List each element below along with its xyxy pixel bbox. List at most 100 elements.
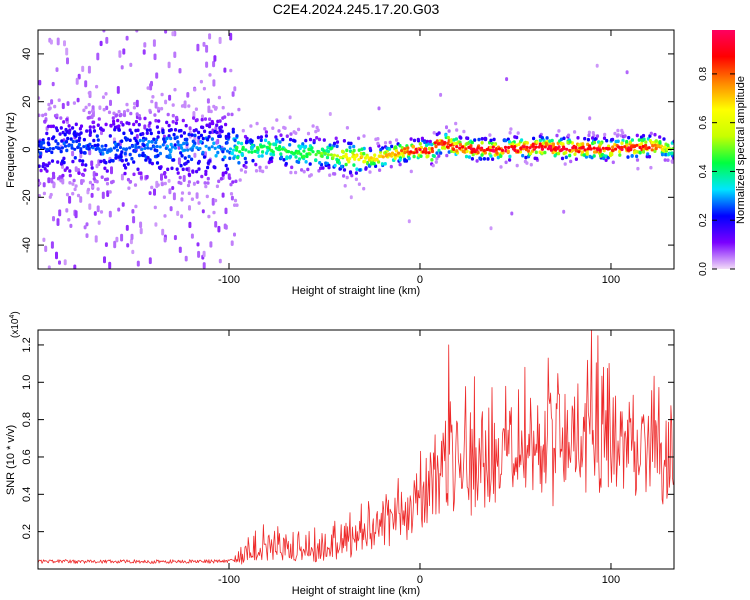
spectrogram-cell	[630, 138, 634, 142]
spectrogram-cell	[567, 133, 571, 138]
spectrogram-cell	[143, 116, 147, 121]
spectrogram-cell	[444, 133, 448, 137]
spectrogram-cell	[71, 139, 75, 144]
spectrogram-cell	[90, 160, 94, 167]
spectrogram-cell	[499, 154, 503, 158]
spectrogram-cell	[153, 113, 157, 117]
spectrogram-cell	[232, 148, 236, 152]
spectrogram-cell	[199, 133, 203, 138]
spectrogram-cell	[142, 49, 146, 55]
spectrogram-cell	[478, 156, 482, 160]
spectrogram-cell	[230, 240, 234, 246]
spectrogram-cell	[311, 124, 315, 128]
spectrogram-cell	[120, 158, 124, 163]
spectrogram-cell	[197, 159, 201, 164]
spectrogram-cell	[90, 166, 94, 170]
spectrogram-cell	[183, 148, 187, 152]
spectrogram-cell	[670, 160, 674, 164]
x-tick-label: 100	[602, 574, 620, 586]
spectrogram-cell	[215, 123, 219, 127]
spectrogram-cell	[476, 150, 480, 155]
spectrogram-cell	[162, 195, 166, 199]
spectrogram-cell	[625, 70, 629, 75]
spectrogram-cell	[519, 146, 523, 150]
spectrogram-cell	[205, 123, 209, 128]
spectrogram-cell	[109, 124, 113, 128]
spectrogram-cell	[90, 109, 94, 113]
spectrogram-cell	[157, 130, 161, 135]
spectrogram-cell	[423, 147, 427, 152]
spectrogram-cell	[158, 145, 162, 149]
spectrogram-cell	[199, 140, 203, 144]
spectrogram-cell	[62, 156, 66, 161]
spectrogram-cell	[187, 172, 191, 177]
spectrogram-cell	[212, 79, 216, 87]
x-tick-label: 0	[417, 574, 423, 586]
spectrogram-cell	[209, 241, 213, 248]
spectrogram-cell	[538, 138, 542, 143]
spectrogram-cell	[156, 106, 160, 111]
spectrogram-cell	[215, 184, 219, 189]
spectrogram-cell	[113, 127, 117, 132]
spectrogram-cell	[100, 130, 103, 136]
spectrogram-cell	[50, 99, 54, 105]
spectrogram-cell	[104, 177, 108, 182]
spectrogram-cell	[88, 180, 92, 185]
spectrogram-cell	[605, 138, 609, 143]
spectrogram-cell	[44, 112, 48, 117]
spectrogram-cell	[611, 145, 615, 149]
spectrogram-cell	[654, 139, 658, 143]
spectrogram-cell	[91, 185, 95, 189]
spectrogram-cell	[229, 192, 234, 196]
spectrogram-cell	[168, 188, 172, 195]
spectrogram-cell	[362, 134, 366, 138]
spectrogram-cell	[176, 210, 180, 217]
spectrogram-cell	[598, 148, 602, 152]
spectrogram-cell	[180, 197, 184, 202]
spectrogram-cell	[586, 137, 590, 142]
spectrogram-cell	[583, 148, 587, 152]
y-tick-label: 20	[21, 96, 33, 108]
spectrogram-cell	[108, 210, 112, 218]
spectrogram-cell	[630, 154, 634, 158]
spectrogram-cell	[531, 144, 535, 148]
spectrogram-cell	[319, 166, 323, 171]
spectrogram-cell	[342, 154, 346, 158]
spectrogram-cell	[84, 163, 88, 167]
spectrogram-cell	[42, 237, 46, 243]
spectrogram-cell	[63, 132, 67, 137]
spectrogram-cell	[595, 134, 600, 138]
spectrogram-cell	[50, 241, 54, 249]
spectrogram-cell	[580, 150, 585, 154]
spectrogram-cell	[293, 151, 297, 155]
spectrogram-cell	[104, 92, 108, 96]
spectrogram-cell	[96, 205, 100, 213]
spectrogram-cell	[76, 97, 80, 103]
spectrogram-cell	[161, 128, 165, 133]
spectrogram-cells	[38, 30, 674, 269]
spectrogram-cell	[93, 143, 97, 148]
spectrogram-cell	[88, 142, 92, 146]
spectrogram-cell	[63, 168, 67, 172]
spectrogram-cell	[287, 150, 291, 154]
spectrogram-cell	[390, 151, 395, 155]
colorbar-ticks: 0.0 0.2 0.4 0.6 0.8	[698, 67, 735, 276]
spectrogram-cell	[571, 146, 575, 150]
spectrogram-cell	[83, 225, 87, 230]
spectrogram-cell	[261, 169, 265, 174]
spectrogram-cell	[152, 39, 156, 47]
spectrogram-cell	[314, 153, 318, 157]
spectrogram-cell	[79, 124, 84, 128]
spectrogram-cell	[302, 149, 306, 153]
spectrogram-cell	[173, 128, 178, 132]
spectrogram-cell	[51, 81, 55, 87]
spectrogram-cell	[324, 161, 328, 165]
spectrogram-cell	[509, 127, 513, 131]
spectrogram-cell	[244, 165, 248, 169]
spectrogram-cell	[569, 159, 573, 164]
spectrogram-cell	[325, 155, 330, 160]
spectrogram-cell	[203, 117, 208, 121]
spectrogram-cell	[332, 141, 337, 146]
spectrogram-cell	[263, 127, 267, 131]
spectrogram-cell	[169, 136, 173, 141]
